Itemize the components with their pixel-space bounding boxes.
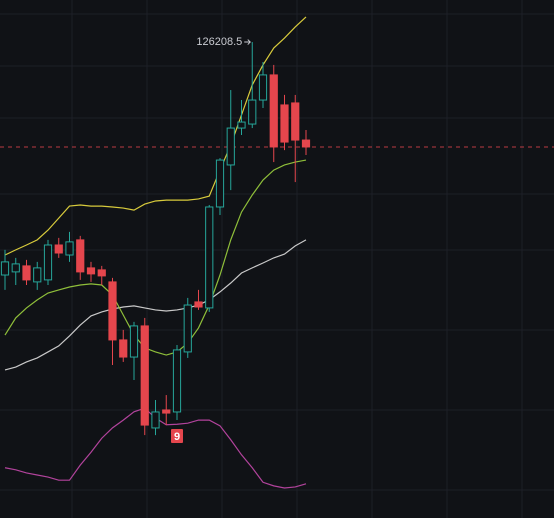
candle-body (86, 267, 96, 275)
candle-body (215, 159, 225, 208)
candle-body (183, 304, 192, 353)
candle-body (76, 239, 85, 273)
candle-body (194, 301, 203, 308)
high-arrow (244, 39, 251, 45)
candle-body (172, 349, 182, 413)
candle-body (11, 263, 20, 273)
candle-body (65, 241, 74, 256)
candle-body (291, 102, 300, 141)
indicator-line (4, 16, 307, 256)
candle-body (151, 411, 160, 429)
candle-body (140, 325, 149, 426)
candle-body (22, 265, 31, 281)
candle-body (129, 325, 139, 358)
candle-body (162, 409, 171, 414)
candle-body (119, 339, 128, 358)
candle-body (301, 139, 311, 148)
indicator-line (4, 159, 307, 356)
candle-body (248, 99, 257, 125)
candle-body (205, 206, 214, 309)
candle-body (54, 244, 63, 254)
candle-body (97, 269, 106, 277)
high-label: 126208.5 (196, 36, 242, 48)
candle-body (226, 127, 235, 166)
candle-body (0, 261, 10, 276)
candle-body (108, 281, 117, 341)
candle-body (269, 74, 278, 148)
sequence-badge (171, 429, 183, 443)
indicator-line (4, 239, 307, 371)
candle-body (237, 121, 246, 129)
candle-body (33, 267, 42, 283)
candle-body (43, 244, 53, 281)
candle-body (280, 104, 289, 143)
candle-body (258, 74, 268, 101)
sequence-count: 9 (174, 431, 180, 443)
